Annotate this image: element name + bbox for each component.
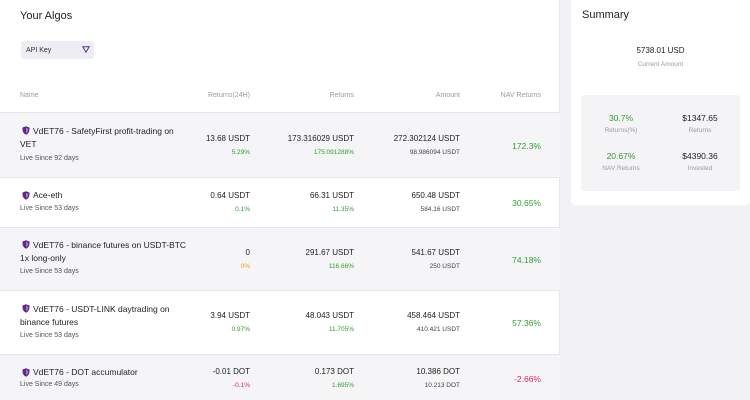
nav-returns-value: 30.65%	[512, 198, 541, 208]
returns-value: 291.67 USDT	[305, 248, 354, 257]
algo-live-since: Live Since 53 days	[20, 268, 79, 275]
header-amount[interactable]: Amount	[435, 92, 460, 99]
returns-percent-value: 30.7%	[608, 113, 634, 123]
shield-icon	[22, 126, 30, 135]
algo-name[interactable]: VdET76 - binance futures on USDT-BTC 1x …	[20, 240, 187, 263]
current-amount-value: 5738.01 USD	[636, 46, 685, 55]
returns-percent: 11.35%	[332, 206, 354, 213]
invested-value: $4390.36	[682, 151, 718, 161]
returns-percent-label: Returns(%)	[604, 127, 638, 134]
nav-returns-value: 20.67%	[606, 151, 636, 161]
returns-value: 173.316029 USDT	[287, 134, 354, 143]
chevron-down-icon	[82, 46, 90, 53]
amount-value: 10.386 DOT	[416, 367, 460, 376]
header-divider	[0, 112, 560, 113]
nav-returns-value: 57.36%	[512, 318, 541, 328]
header-returns-24h[interactable]: Returns(24H)	[207, 92, 250, 99]
algo-name[interactable]: VdET76 - DOT accumulator	[33, 367, 138, 377]
returns-value: 66.31 USDT	[309, 191, 354, 200]
algo-name[interactable]: Ace-eth	[33, 190, 63, 200]
shield-icon	[22, 191, 30, 200]
returns-percent: 175.091288%	[313, 149, 354, 156]
amount-value: 650.48 USDT	[411, 191, 460, 200]
table-row[interactable]: VdET76 - SafetyFirst profit-trading on V…	[0, 113, 560, 178]
returns-24h-percent: 5.29%	[231, 149, 250, 156]
amount-value: 541.67 USDT	[411, 248, 460, 257]
amount-value: 272.302124 USDT	[393, 134, 460, 143]
header-name: Name	[20, 92, 39, 99]
returns-24h-percent: 0.1%	[235, 206, 250, 213]
table-row[interactable]: VdET76 - DOT accumulator Live Since 49 d…	[0, 355, 560, 400]
shield-icon	[22, 368, 30, 377]
summary-stats: 30.7% Returns(%) $1347.65 Returns 20.67%…	[581, 95, 740, 191]
nav-returns-label: NAV Returns	[602, 165, 640, 172]
shield-icon	[22, 304, 30, 313]
returns-label: Returns	[688, 127, 712, 134]
returns-24h-percent: 0.97%	[231, 326, 250, 333]
algo-live-since: Live Since 49 days	[20, 381, 79, 388]
algos-panel: Your Algos API Key Name Returns(24H) Ret…	[0, 0, 560, 400]
current-amount-label: Current Amount	[637, 61, 684, 68]
amount-invested: 584.16 USDT	[420, 206, 460, 213]
algo-live-since: Live Since 92 days	[20, 155, 79, 162]
algo-live-since: Live Since 53 days	[20, 205, 79, 212]
returns-percent: 116.66%	[328, 263, 354, 270]
table-header: Name Returns(24H) Returns Amount NAV Ret…	[0, 88, 560, 104]
table-row[interactable]: Ace-eth Live Since 53 days 0.64 USDT 0.1…	[0, 178, 560, 228]
amount-invested: 10.213 DOT	[424, 382, 460, 389]
returns-percent: 11.705%	[328, 326, 354, 333]
header-returns[interactable]: Returns	[329, 92, 354, 99]
summary-panel: Summary 5738.01 USD Current Amount 30.7%…	[571, 0, 750, 205]
table-row[interactable]: VdET76 - binance futures on USDT-BTC 1x …	[0, 228, 560, 291]
returns-value: $1347.65	[682, 113, 718, 123]
algo-live-since: Live Since 53 days	[20, 332, 79, 339]
page-title: Your Algos	[20, 10, 73, 22]
returns-percent: 1.695%	[331, 382, 354, 389]
returns-24h-percent: 0%	[240, 263, 250, 270]
returns-24h-value: -0.01 DOT	[212, 367, 250, 376]
nav-returns-value: 172.3%	[512, 141, 541, 151]
api-key-select-value: API Key	[26, 46, 52, 54]
returns-24h-value: 0	[245, 248, 250, 257]
returns-24h-value: 3.94 USDT	[210, 311, 250, 320]
amount-value: 458.464 USDT	[407, 311, 460, 320]
header-nav-returns[interactable]: NAV Returns	[500, 92, 541, 99]
algo-name[interactable]: VdET76 - SafetyFirst profit-trading on V…	[20, 126, 174, 149]
invested-label: Invested	[687, 165, 713, 172]
returns-24h-value: 0.64 USDT	[210, 191, 250, 200]
returns-value: 0.173 DOT	[314, 367, 354, 376]
table-row[interactable]: VdET76 - USDT-LINK daytrading on binance…	[0, 291, 560, 355]
returns-value: 48.043 USDT	[305, 311, 354, 320]
api-key-select[interactable]: API Key	[21, 41, 94, 59]
algo-name[interactable]: VdET76 - USDT-LINK daytrading on binance…	[20, 304, 170, 327]
amount-invested: 98.986094 USDT	[409, 149, 460, 156]
amount-invested: 410.421 USDT	[417, 326, 460, 333]
returns-24h-value: 13.68 USDT	[205, 134, 250, 143]
returns-24h-percent: -0.1%	[233, 382, 250, 389]
nav-returns-value: -2.66%	[514, 374, 541, 384]
amount-invested: 250 USDT	[429, 263, 460, 270]
summary-title: Summary	[582, 9, 630, 21]
nav-returns-value: 74.18%	[512, 255, 541, 265]
shield-icon	[22, 240, 30, 249]
